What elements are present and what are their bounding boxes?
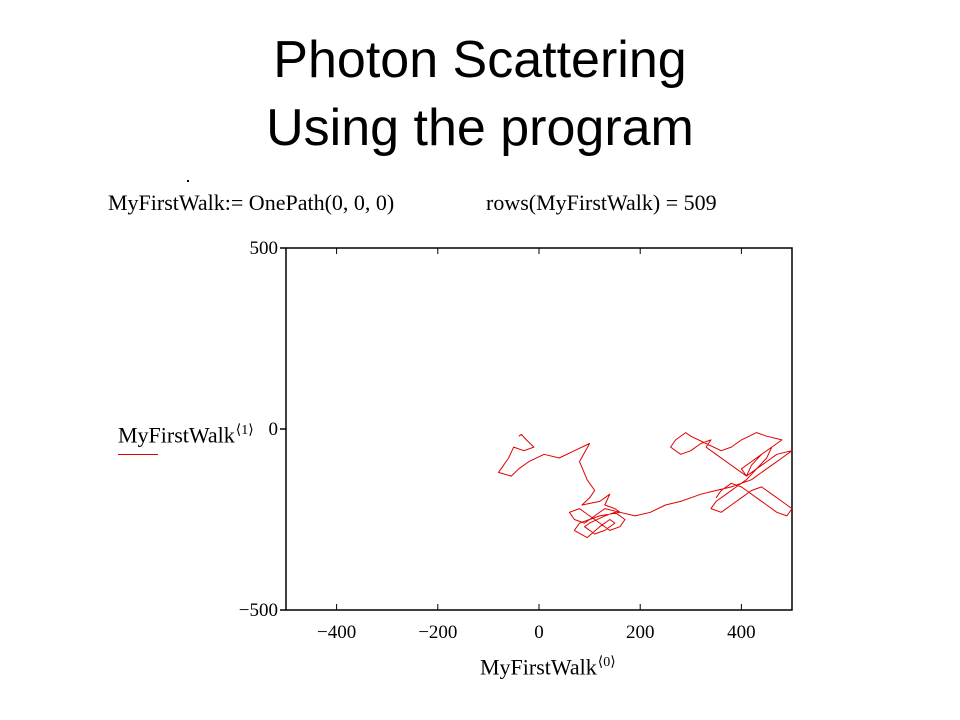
walk-series-line xyxy=(498,432,793,539)
y-axis-ticks: −500 0 500 xyxy=(239,238,286,621)
x-tick-label: 200 xyxy=(626,622,655,643)
x-tick-label: 0 xyxy=(534,622,544,643)
x-tick-label: −200 xyxy=(418,622,457,643)
x-axis-column-index: ⟨0⟩ xyxy=(597,655,616,670)
rows-count-expression[interactable]: rows(MyFirstWalk) = 509 xyxy=(486,190,717,215)
x-tick-label: −400 xyxy=(317,622,356,643)
y-tick-label: 500 xyxy=(250,238,279,259)
walk-definition-expression[interactable]: MyFirstWalk:= OnePath(0, 0, 0) xyxy=(108,190,395,215)
x-axis-label: MyFirstWalk⟨0⟩ xyxy=(480,654,616,680)
y-axis-label: MyFirstWalk⟨1⟩ xyxy=(118,422,254,448)
cursor-mark xyxy=(187,180,189,182)
x-axis-label-text: MyFirstWalk xyxy=(480,654,597,680)
y-tick-label: 0 xyxy=(269,419,279,440)
y-axis-label-text: MyFirstWalk xyxy=(118,422,235,448)
slide-title-line2: Using the program xyxy=(266,99,694,157)
legend-series-line xyxy=(118,454,158,455)
x-tick-label: 400 xyxy=(727,622,756,643)
x-axis-ticks: −400 −200 0 200 400 xyxy=(317,248,756,643)
slide-title-line1: Photon Scattering xyxy=(273,31,687,89)
plot-frame xyxy=(285,247,793,611)
y-tick-label: −500 xyxy=(239,600,278,621)
y-axis-column-index: ⟨1⟩ xyxy=(235,423,254,438)
series-layer xyxy=(498,432,793,539)
